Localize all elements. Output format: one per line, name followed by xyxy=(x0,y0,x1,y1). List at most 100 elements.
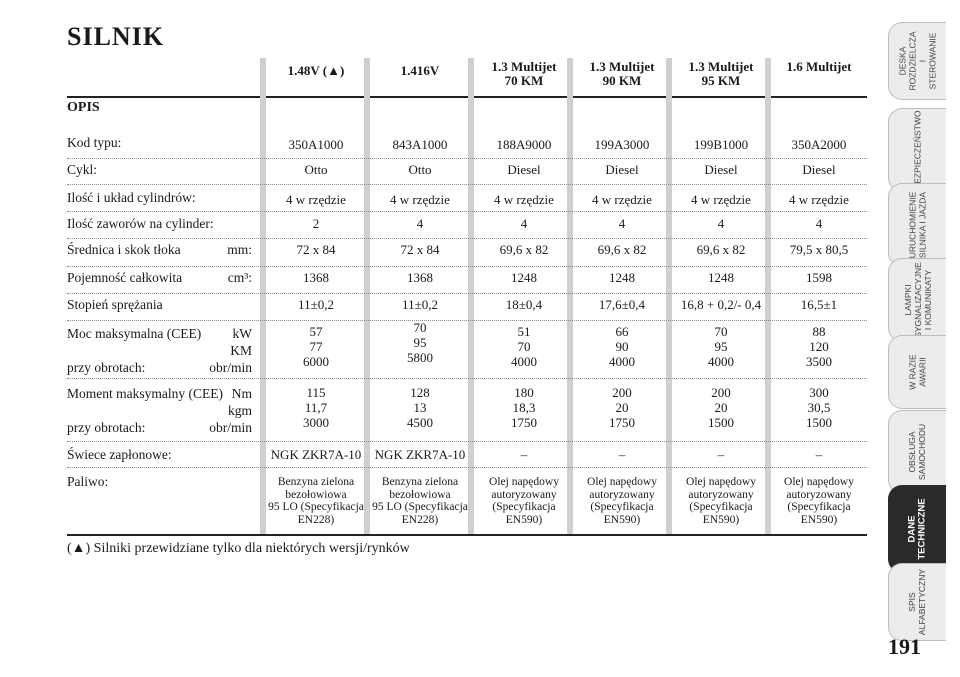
row-unit: obr/min xyxy=(209,420,252,435)
table-header xyxy=(67,58,867,98)
table-cell: 843A1000 xyxy=(392,137,448,152)
table-cell: 4 w rzędzie xyxy=(286,192,346,207)
row-label: Ilość i układ cylindrów: xyxy=(67,190,196,205)
chapter-tab[interactable]: SPIS ALFABETYCZNY xyxy=(888,563,946,641)
table-cell: – xyxy=(618,447,626,462)
chapter-tab[interactable]: OBSŁUGA SAMOCHODU xyxy=(888,410,946,494)
table-cell: Diesel xyxy=(507,162,541,177)
column-header: 1.416V xyxy=(400,63,440,78)
table-cell: 11±0,2 xyxy=(298,297,334,312)
table-cell: 69,6 x 82 xyxy=(696,242,746,257)
chapter-tab[interactable]: DESKA ROZDZIELCZA I STEROWANIE xyxy=(888,22,946,100)
row-divider xyxy=(67,293,867,294)
table-cell: Diesel xyxy=(605,162,639,177)
table-cell: Olej napędowy autoryzowany (Specyfikacja… xyxy=(686,476,756,526)
table-cell: 1248 xyxy=(511,270,537,285)
chapter-tab[interactable]: W RAZIE AWARII xyxy=(888,335,946,409)
row-divider xyxy=(67,266,867,267)
row-label: Średnica i skok tłoka xyxy=(67,242,181,257)
table-cell: 4 xyxy=(618,216,626,231)
table-cell: 1368 xyxy=(303,270,329,285)
table-cell: 17,6±0,4 xyxy=(598,297,646,312)
table-cell: 199B1000 xyxy=(693,137,749,152)
table-cell: 1368 xyxy=(407,270,433,285)
column-separator xyxy=(260,58,266,536)
table-cell: 300 30,5 1500 xyxy=(806,385,832,430)
table-cell: 1248 xyxy=(609,270,635,285)
chapter-tab-label: OBSŁUGA SAMOCHODU xyxy=(907,423,928,481)
column-header: 1.3 Multijet 95 KM xyxy=(688,59,754,88)
table-cell: Olej napędowy autoryzowany (Specyfikacja… xyxy=(489,476,559,526)
table-cell: Otto xyxy=(304,162,328,177)
row-label: Moc maksymalna (CEE) xyxy=(67,326,202,341)
chapter-tab[interactable]: LAMPKI SYGNALIZACYJNE I KOMUNIKATY xyxy=(888,258,946,342)
table-cell: Otto xyxy=(408,162,432,177)
row-label: Moment maksymalny (CEE) xyxy=(67,386,223,401)
column-header: 1.3 Multijet 70 KM xyxy=(491,59,557,88)
table-cell: 51 70 4000 xyxy=(511,324,537,369)
table-cell: 2 xyxy=(312,216,320,231)
table-cell: NGK ZKR7A-10 xyxy=(270,447,362,462)
table-cell: 4 w rzędzie xyxy=(494,192,554,207)
table-cell: 200 20 1750 xyxy=(609,385,635,430)
row-unit: cm³: xyxy=(227,270,252,285)
row-divider xyxy=(67,211,867,212)
table-cell: 18±0,4 xyxy=(505,297,543,312)
row-unit: KM xyxy=(230,343,252,358)
row-unit: obr/min xyxy=(209,360,252,375)
table-cell: 11±0,2 xyxy=(402,297,438,312)
row-divider xyxy=(67,238,867,239)
row-sublabel: przy obrotach: xyxy=(67,420,146,435)
table-cell: 70 95 5800 xyxy=(407,320,433,365)
table-cell: Olej napędowy autoryzowany (Specyfikacja… xyxy=(587,476,657,526)
row-divider xyxy=(67,320,867,321)
table-cell: 115 11,7 3000 xyxy=(303,385,329,430)
table-cell: 57 77 6000 xyxy=(303,324,329,369)
row-label: Cykl: xyxy=(67,162,98,177)
chapter-tab[interactable]: URUCHOMIENIE SILNIKA I JAZDA xyxy=(888,183,946,267)
footnote: (▲) Silniki przewidziane tylko dla niekt… xyxy=(67,541,410,556)
page-title: SILNIK xyxy=(67,22,165,51)
chapter-tab[interactable]: DANE TECHNICZNE xyxy=(888,485,946,573)
table-cell: 188A9000 xyxy=(496,137,552,152)
table-cell: 200 20 1500 xyxy=(708,385,734,430)
table-cell: 72 x 84 xyxy=(400,242,440,257)
chapter-tab-label: DESKA ROZDZIELCZA I STEROWANIE xyxy=(897,31,938,91)
table-cell: 4 w rzędzie xyxy=(390,192,450,207)
column-separator xyxy=(468,58,474,536)
row-label: Stopień sprężania xyxy=(67,297,163,312)
row-unit: mm: xyxy=(227,242,252,257)
chapter-tab[interactable]: BEZPIECZEŃSTWO xyxy=(888,108,946,192)
table-cell: 4 w rzędzie xyxy=(592,192,652,207)
column-header: 1.48V (▲) xyxy=(287,63,345,78)
table-cell: 128 13 4500 xyxy=(407,385,433,430)
table-cell: 4 xyxy=(815,216,823,231)
table-cell: 72 x 84 xyxy=(296,242,336,257)
table-cell: 88 120 3500 xyxy=(806,324,832,369)
row-unit: kW xyxy=(232,326,253,341)
row-divider xyxy=(67,158,867,159)
table-cell: 70 95 4000 xyxy=(708,324,734,369)
table-cell: – xyxy=(717,447,725,462)
table-cell: 180 18,3 1750 xyxy=(511,385,537,430)
row-unit: Nm xyxy=(231,386,252,401)
row-label: Kod typu: xyxy=(67,135,122,150)
table-cell: 69,6 x 82 xyxy=(597,242,647,257)
table-cell: 4 xyxy=(520,216,528,231)
row-unit: kgm xyxy=(227,403,252,418)
table-cell: Diesel xyxy=(704,162,738,177)
row-label: Ilość zaworów na cylinder: xyxy=(67,216,214,231)
table-cell: 79,5 x 80,5 xyxy=(789,242,849,257)
table-cell: – xyxy=(815,447,823,462)
table-cell: 16,8 + 0,2/- 0,4 xyxy=(680,297,762,312)
column-header: 1.6 Multijet xyxy=(786,59,852,74)
column-separator xyxy=(666,58,672,536)
table-cell: 4 xyxy=(416,216,424,231)
column-header: 1.3 Multijet 90 KM xyxy=(589,59,655,88)
table-cell: 4 w rzędzie xyxy=(691,192,751,207)
row-divider xyxy=(67,184,867,185)
chapter-tab-label: SPIS ALFABETYCZNY xyxy=(907,568,928,636)
table-cell: 69,6 x 82 xyxy=(499,242,549,257)
row-label: Paliwo: xyxy=(67,474,109,489)
page-number: 191 xyxy=(888,634,921,659)
